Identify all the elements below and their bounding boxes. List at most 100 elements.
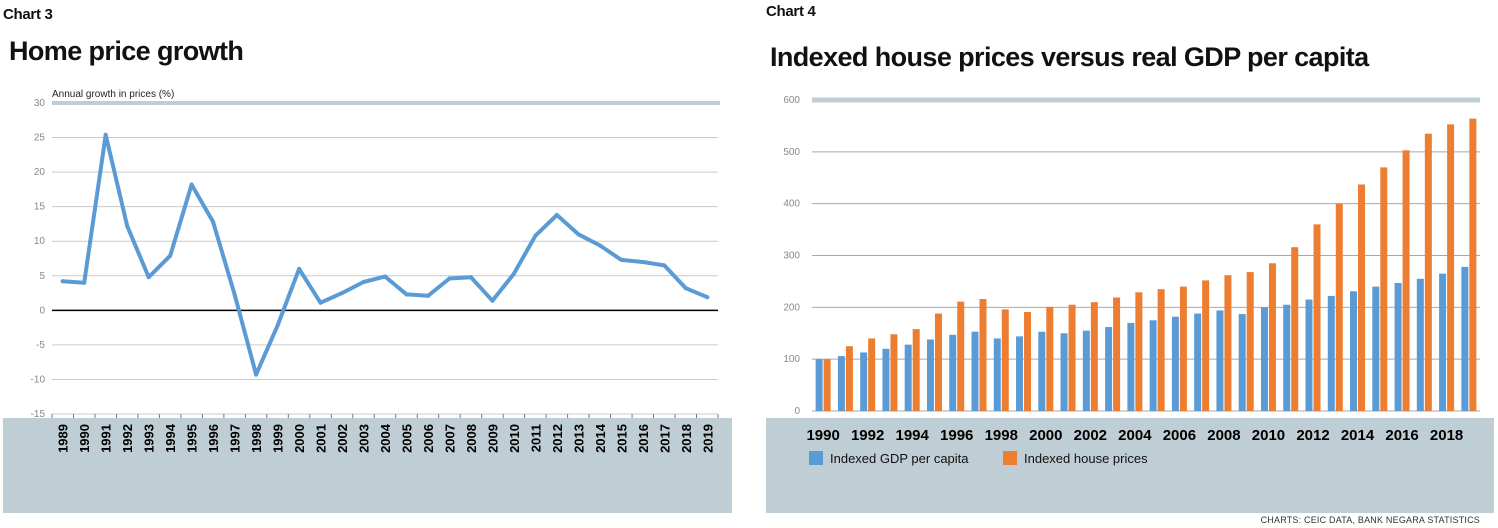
chart4-bar-house (1179, 286, 1187, 411)
chart3-point (103, 132, 108, 137)
chart3-xtick-label: 2000 (292, 424, 307, 453)
chart3-xtick-label: 2009 (485, 424, 500, 453)
chart4-xtick-label: 1990 (806, 427, 839, 444)
chart4-bar-house (890, 334, 898, 411)
chart3-point (425, 293, 430, 298)
chart3-title: Home price growth (9, 36, 244, 66)
chart4-title: Indexed house prices versus real GDP per… (770, 42, 1369, 72)
chart4-bar-house (1380, 167, 1388, 411)
chart4-bar-gdp (1394, 282, 1402, 411)
chart4-bar-gdp (971, 331, 979, 411)
chart4-xtick-label: 2010 (1252, 427, 1285, 444)
chart4-xtick-label: 2000 (1029, 427, 1062, 444)
chart3-point (597, 243, 602, 248)
chart3-point (211, 219, 216, 224)
chart3-ytick-label: -5 (36, 340, 45, 351)
chart3-xtick-label: 2013 (571, 424, 586, 453)
chart4-bar-house (1202, 280, 1210, 411)
chart4-xtick-label: 2014 (1341, 427, 1375, 444)
chart4-bar-house (1113, 297, 1121, 411)
chart3-xtick-label: 2015 (614, 424, 629, 453)
chart4-ytick-label: 600 (783, 95, 800, 106)
chart4-bar-gdp (1372, 286, 1380, 411)
chart3-xtick-label: 2001 (314, 424, 329, 453)
chart4-bar-gdp (1461, 266, 1469, 411)
chart3-xtick-label: 1991 (99, 424, 114, 453)
chart3-ytick-label: 5 (39, 271, 45, 282)
chart3-xtick-label: 1996 (206, 424, 221, 453)
chart4-bar-house (934, 313, 942, 411)
chart4-legend-swatch-house (1003, 451, 1017, 465)
chart3-xtick-label: 2014 (593, 423, 608, 453)
chart4-bar-gdp (1305, 299, 1313, 411)
chart3-xtick-label: 1994 (163, 423, 178, 453)
chart3-point (576, 232, 581, 237)
chart4-bar-gdp (1439, 273, 1447, 411)
chart3-xtick-label: 2008 (464, 424, 479, 453)
chart3-xtick-label: 2010 (507, 424, 522, 453)
chart4-xtick-label: 1994 (896, 427, 930, 444)
chart4-bar-house (1268, 263, 1276, 411)
chart3-xtick-label: 2012 (550, 424, 565, 453)
chart3-point (125, 224, 130, 229)
chart4-bar-gdp (1350, 291, 1358, 411)
chart3-xtick-label: 1992 (120, 424, 135, 453)
chart4-legend-swatch-gdp (809, 451, 823, 465)
chart4-ytick-label: 300 (783, 251, 800, 262)
chart3-point (683, 286, 688, 291)
chart3-label: Chart 3 (3, 6, 53, 23)
chart3-point (82, 280, 87, 285)
chart3-xtick-label: 2002 (335, 424, 350, 453)
chart4-bar-gdp (1127, 322, 1135, 411)
chart4-ytick-label: 200 (783, 302, 800, 313)
chart3-point (554, 212, 559, 217)
chart3-xtick-label: 2005 (399, 424, 414, 453)
chart4-xaxis-band (766, 418, 1494, 513)
chart3-point (705, 295, 710, 300)
chart3-point (60, 279, 65, 284)
chart4-bar-gdp (1038, 331, 1046, 411)
chart3-series-line (60, 132, 710, 377)
chart3-xtick-label: 2018 (679, 424, 694, 453)
chart3-xtick-label: 2003 (357, 424, 372, 453)
chart4-bar-house (912, 329, 920, 411)
chart3-point (189, 182, 194, 187)
chart3-point (490, 298, 495, 303)
chart4-bar-gdp (815, 359, 823, 411)
chart3-point (275, 323, 280, 328)
chart3-point (232, 292, 237, 297)
chart3-point (662, 263, 667, 268)
chart4-xtick-label: 2012 (1296, 427, 1329, 444)
chart3-point (468, 275, 473, 280)
chart4-bar-gdp (926, 339, 934, 411)
chart4-bar-house (1046, 306, 1054, 411)
chart4-ytick-label: 100 (783, 354, 800, 365)
chart3-point (146, 275, 151, 280)
chart4-bar-house (1335, 203, 1343, 411)
chart4-bar-house (1135, 292, 1143, 411)
chart4-bar-gdp (1216, 310, 1224, 411)
chart4-bar-house (1358, 184, 1366, 411)
chart4-bar-gdp (1194, 313, 1202, 411)
chart4-bar-house (1313, 224, 1321, 411)
chart4-bar-gdp (904, 344, 912, 411)
chart4-bar-gdp (1082, 330, 1090, 411)
chart3-xtick-label: 1995 (185, 424, 200, 453)
chart4-xtick-label: 1998 (985, 427, 1018, 444)
chart3-xtick-label: 2019 (700, 424, 715, 453)
chart3-point (640, 259, 645, 264)
chart4-bar-house (1291, 247, 1299, 411)
chart3-point (340, 291, 345, 296)
chart3-xtick-label: 2016 (636, 424, 651, 453)
chart3-xtick-label: 1998 (249, 424, 264, 453)
chart4-xtick-label: 2006 (1163, 427, 1196, 444)
chart4-bar-house (1424, 133, 1432, 412)
chart3-point (318, 300, 323, 305)
chart3-ytick-label: 15 (34, 202, 46, 213)
chart4-bar-gdp (1105, 327, 1113, 411)
chart3-xtick-label: 2006 (421, 424, 436, 453)
chart4-bar-house (1090, 302, 1098, 411)
chart4-bar-gdp (1416, 278, 1424, 411)
chart3-ytick-label: 30 (34, 98, 46, 109)
